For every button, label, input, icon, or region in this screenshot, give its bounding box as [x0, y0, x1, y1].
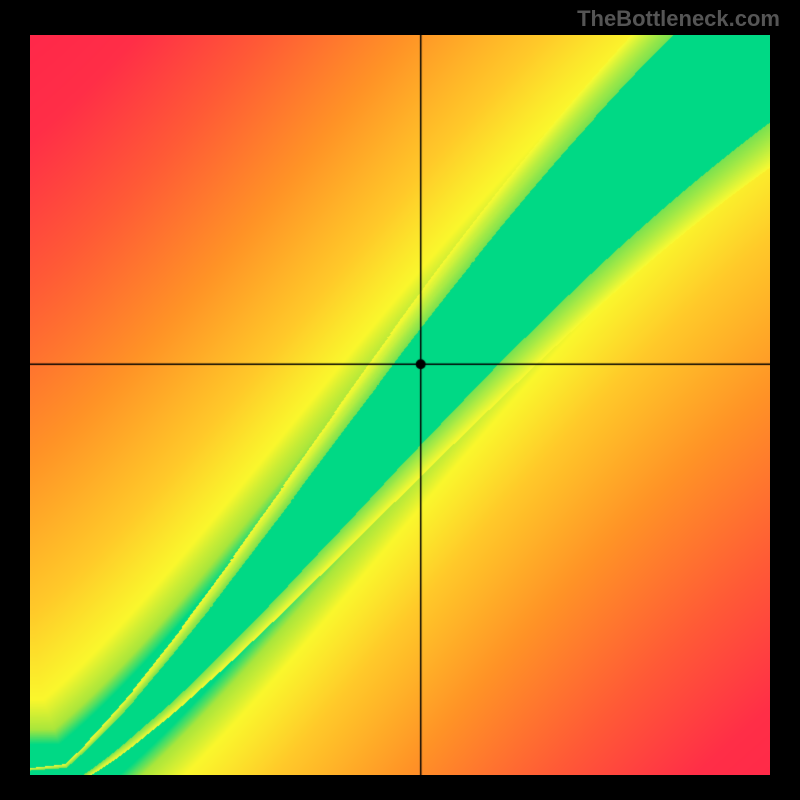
- chart-container: TheBottleneck.com: [0, 0, 800, 800]
- plot-area: [30, 35, 770, 775]
- watermark-text: TheBottleneck.com: [577, 6, 780, 32]
- heatmap-canvas: [30, 35, 770, 775]
